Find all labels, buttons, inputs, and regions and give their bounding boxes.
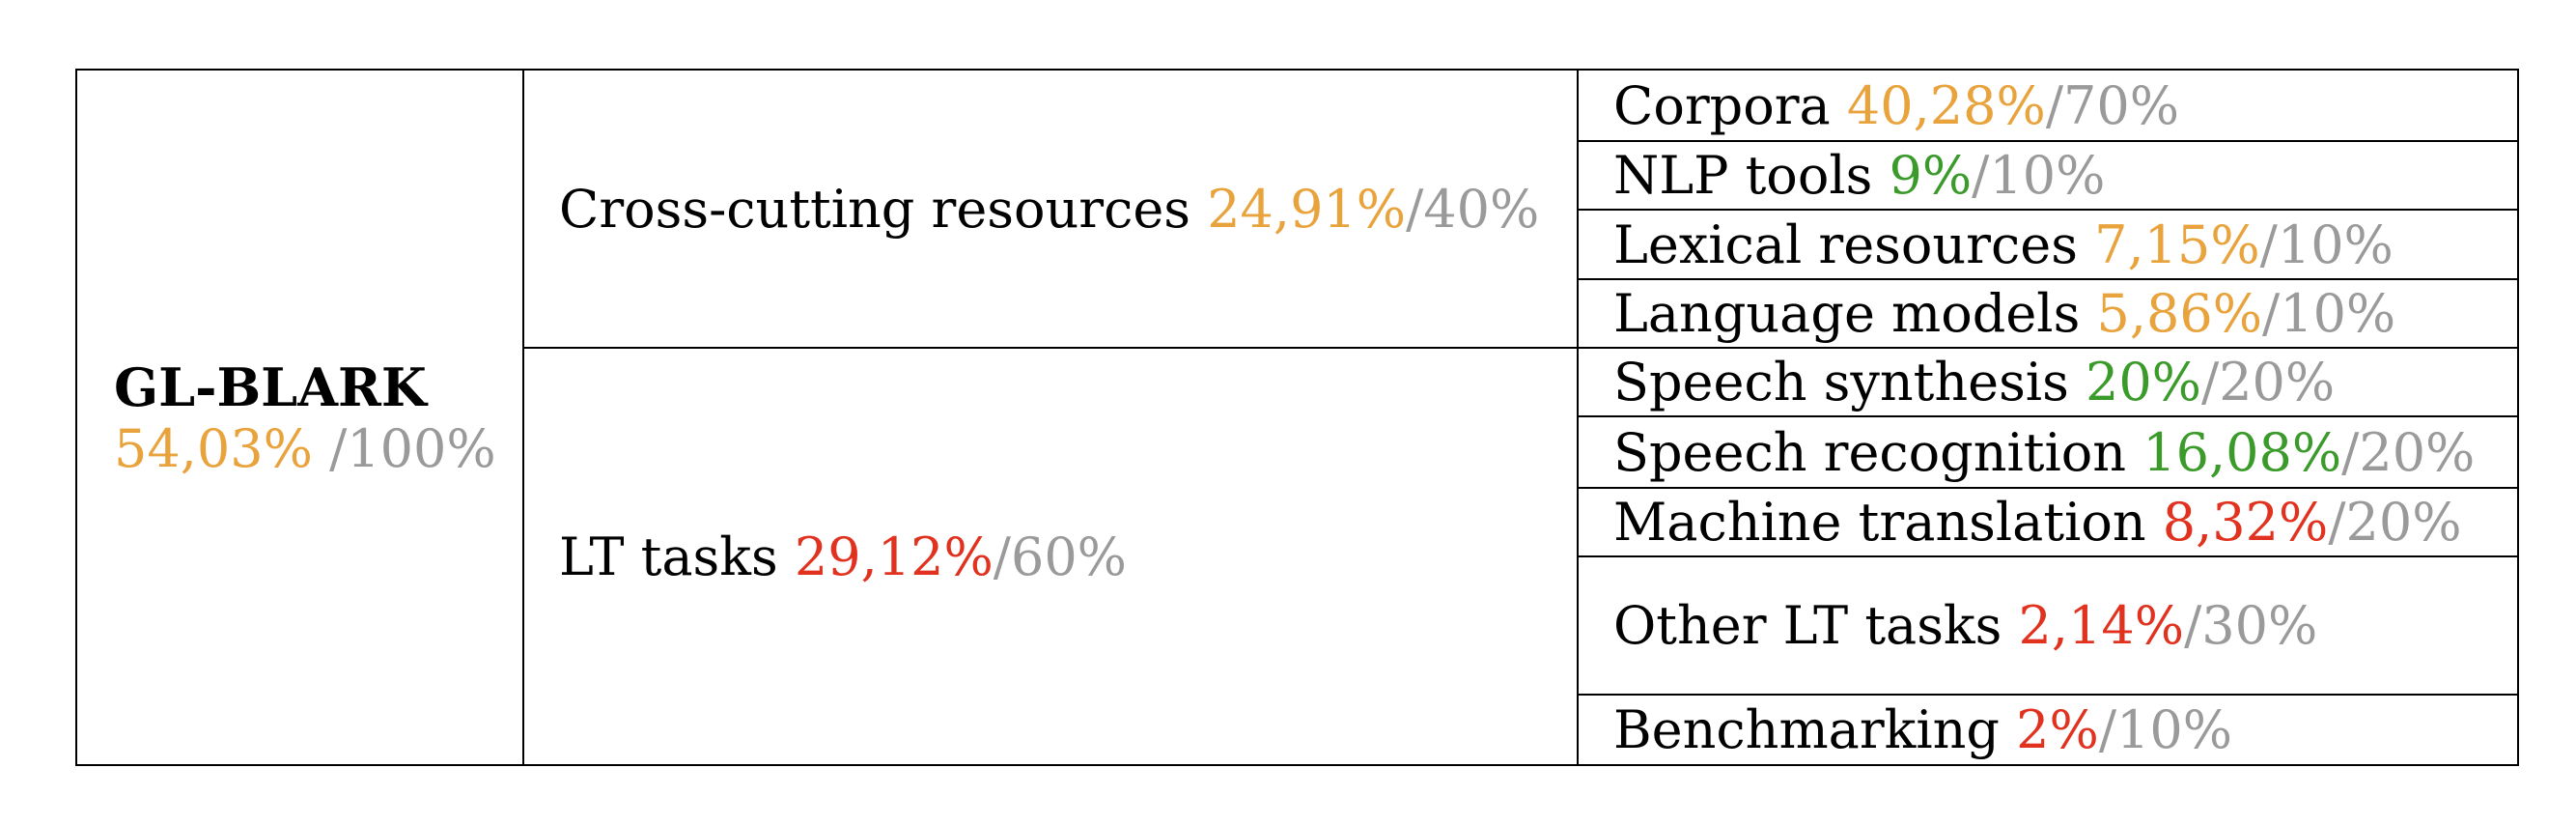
item-text: Lexical resources 7,15%/10%: [1613, 214, 2394, 275]
item-cell: NLP tools 9%/10%: [1577, 140, 2519, 211]
item-max: /30%: [2184, 595, 2318, 656]
item-cell: Speech recognition 16,08%/20%: [1577, 415, 2519, 489]
item-score: 20%: [2085, 352, 2201, 412]
group-cell: LT tasks 29,12%/60%: [522, 347, 1579, 766]
item-label: Benchmarking: [1613, 699, 2000, 760]
item-max: /20%: [2201, 352, 2336, 412]
root-cell: GL-BLARK 54,03% /100%: [75, 69, 524, 766]
group-max: /40%: [1406, 178, 1540, 240]
group-text: LT tasks 29,12%/60%: [559, 526, 1127, 587]
item-label: Speech recognition: [1613, 421, 2127, 483]
item-text: Corpora 40,28%/70%: [1613, 75, 2179, 136]
item-score: 2%: [2016, 699, 2099, 760]
item-label: Speech synthesis: [1613, 352, 2069, 412]
item-label: Other LT tasks: [1613, 595, 2002, 656]
item-label: Machine translation: [1613, 492, 2146, 553]
item-max: /10%: [2262, 283, 2396, 344]
group-text: Cross-cutting resources 24,91%/40%: [559, 179, 1539, 240]
item-score: 5,86%: [2096, 283, 2263, 344]
item-max: /10%: [2259, 213, 2394, 275]
item-text: NLP tools 9%/10%: [1613, 145, 2105, 206]
group-score: 24,91%: [1207, 178, 1407, 240]
item-label: Corpora: [1613, 74, 1831, 136]
group-cell: Cross-cutting resources 24,91%/40%: [522, 69, 1579, 349]
item-max: /10%: [2098, 699, 2233, 760]
group-label: LT tasks: [559, 526, 778, 587]
item-text: Machine translation 8,32%/20%: [1613, 492, 2462, 553]
group-label: Cross-cutting resources: [559, 178, 1191, 240]
root-label: GL-BLARK: [114, 356, 427, 418]
item-cell: Speech synthesis 20%/20%: [1577, 347, 2519, 417]
group-score: 29,12%: [794, 526, 994, 587]
item-text: Language models 5,86%/10%: [1613, 283, 2395, 344]
item-score: 16,08%: [2142, 421, 2342, 483]
item-text: Other LT tasks 2,14%/30%: [1613, 595, 2317, 656]
item-max: /20%: [2328, 492, 2462, 553]
item-text: Speech synthesis 20%/20%: [1613, 352, 2335, 412]
item-cell: Other LT tasks 2,14%/30%: [1577, 555, 2519, 696]
root-score: 54,03%: [114, 417, 313, 479]
item-score: 2,14%: [2018, 595, 2185, 656]
item-score: 9%: [1889, 145, 1973, 206]
item-max: /10%: [1972, 145, 2106, 206]
item-max: /70%: [2045, 74, 2180, 136]
item-max: /20%: [2341, 421, 2476, 483]
item-label: NLP tools: [1613, 145, 1873, 206]
item-label: Lexical resources: [1613, 213, 2078, 275]
root-max: /100%: [329, 417, 496, 479]
item-score: 8,32%: [2162, 492, 2329, 553]
item-label: Language models: [1613, 283, 2081, 344]
root-score-line: 54,03% /100%: [114, 418, 496, 479]
item-cell: Machine translation 8,32%/20%: [1577, 487, 2519, 557]
item-score: 40,28%: [1846, 74, 2046, 136]
item-cell: Lexical resources 7,15%/10%: [1577, 209, 2519, 280]
group-max: /60%: [993, 526, 1127, 587]
item-score: 7,15%: [2094, 213, 2260, 275]
item-cell: Corpora 40,28%/70%: [1577, 69, 2519, 142]
item-cell: Benchmarking 2%/10%: [1577, 694, 2519, 766]
item-cell: Language models 5,86%/10%: [1577, 278, 2519, 349]
item-text: Speech recognition 16,08%/20%: [1613, 422, 2475, 483]
item-text: Benchmarking 2%/10%: [1613, 699, 2232, 760]
